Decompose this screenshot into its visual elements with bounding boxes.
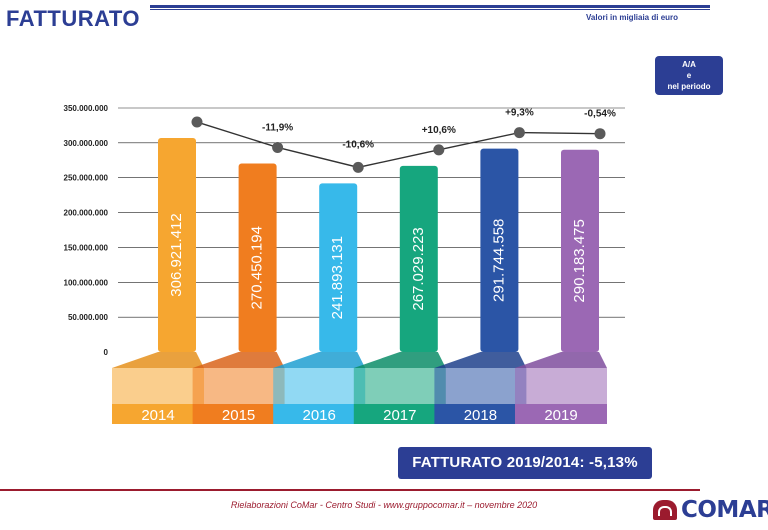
chart-bars: 306.921.412 2014 270.450.194 2015 241.893.13… <box>112 138 607 424</box>
trend-point <box>191 116 203 128</box>
year-label: 2018 <box>464 407 497 424</box>
growth-label: +10,6% <box>422 125 456 136</box>
growth-label: -10,6% <box>342 139 374 150</box>
trend-point <box>594 128 606 140</box>
bar-base-shade <box>192 368 285 404</box>
bar-base-shade <box>112 368 204 404</box>
year-label: 2016 <box>303 407 336 424</box>
bar-value-label: 291.744.558 <box>490 219 507 302</box>
bar-flare <box>192 352 285 368</box>
chart-grid <box>118 107 625 318</box>
y-axis: 0 50.000.000 100.000.000 150.000.000 200.000… <box>64 104 109 357</box>
trend-point <box>272 141 284 153</box>
y-tick-label: 250.000.000 <box>64 174 109 183</box>
year-label: 2015 <box>222 407 255 424</box>
legend-line-3: nel periodo <box>667 82 711 91</box>
revenue-chart: 0 50.000.000 100.000.000 150.000.000 200.000… <box>64 104 625 424</box>
footer-divider <box>0 489 700 491</box>
y-tick-label: 100.000.000 <box>64 278 109 287</box>
y-tick-label: 200.000.000 <box>64 209 109 218</box>
y-tick-label: 0 <box>104 348 109 357</box>
y-tick-label: 300.000.000 <box>64 139 109 148</box>
growth-label: -0,54% <box>584 109 616 120</box>
trend-line <box>196 121 601 169</box>
bar-flare <box>515 352 607 368</box>
trend-point <box>433 144 445 156</box>
growth-label: -11,9% <box>262 122 293 133</box>
bar-base <box>434 404 527 424</box>
header-divider-thin <box>150 9 710 10</box>
growth-label: +9,3% <box>505 108 534 119</box>
bar <box>238 163 277 352</box>
bar <box>319 183 358 352</box>
bar-flare <box>353 352 446 368</box>
bar-base-shade <box>273 368 366 404</box>
bar-value-label: 290.183.475 <box>571 219 588 302</box>
bar-base-shade <box>434 368 527 404</box>
page-title: FATTURATO <box>6 6 141 31</box>
bar-base <box>353 404 446 424</box>
unit-note: Valori in migliaia di euro <box>586 13 679 22</box>
bar-flare <box>273 352 366 368</box>
bar-base <box>273 404 366 424</box>
bar-value-label: 241.893.131 <box>329 236 346 319</box>
year-label: 2014 <box>141 407 174 424</box>
legend-box: A/A e nel periodo <box>655 56 723 95</box>
y-tick-label: 150.000.000 <box>64 243 109 252</box>
bar <box>480 148 519 352</box>
legend-line-2: e <box>686 71 692 80</box>
y-tick-label: 50.000.000 <box>68 313 109 322</box>
bar-base <box>515 404 607 424</box>
bar-flare <box>112 352 204 368</box>
year-label: 2019 <box>544 407 577 424</box>
y-tick-label: 350.000.000 <box>64 104 109 113</box>
bar <box>399 165 438 352</box>
bar-flare <box>434 352 527 368</box>
bar-base <box>112 404 204 424</box>
bar-base-shade <box>515 368 607 404</box>
bar-value-label: 267.029.223 <box>410 227 427 310</box>
summary-box: FATTURATO 2019/2014: -5,13% <box>398 447 652 479</box>
bar-base-shade <box>353 368 446 404</box>
trend-point <box>352 161 364 173</box>
bar <box>561 149 599 352</box>
logo-text: COMAR <box>681 497 768 523</box>
bar <box>158 138 196 352</box>
bar-value-label: 306.921.412 <box>168 213 185 296</box>
comar-logo: COMAR <box>653 497 768 523</box>
logo-mark-icon <box>653 500 677 520</box>
year-label: 2017 <box>383 407 416 424</box>
bar-value-label: 270.450.194 <box>249 226 266 309</box>
legend-line-1: A/A <box>682 60 696 69</box>
growth-trend: -11,9% -10,6% +10,6% +9,3% -0,54% <box>191 108 616 173</box>
bar-base <box>192 404 285 424</box>
trend-point <box>513 127 525 139</box>
footer-credit: Rielaborazioni CoMar - Centro Studi - ww… <box>230 500 538 510</box>
header-divider <box>150 5 710 8</box>
